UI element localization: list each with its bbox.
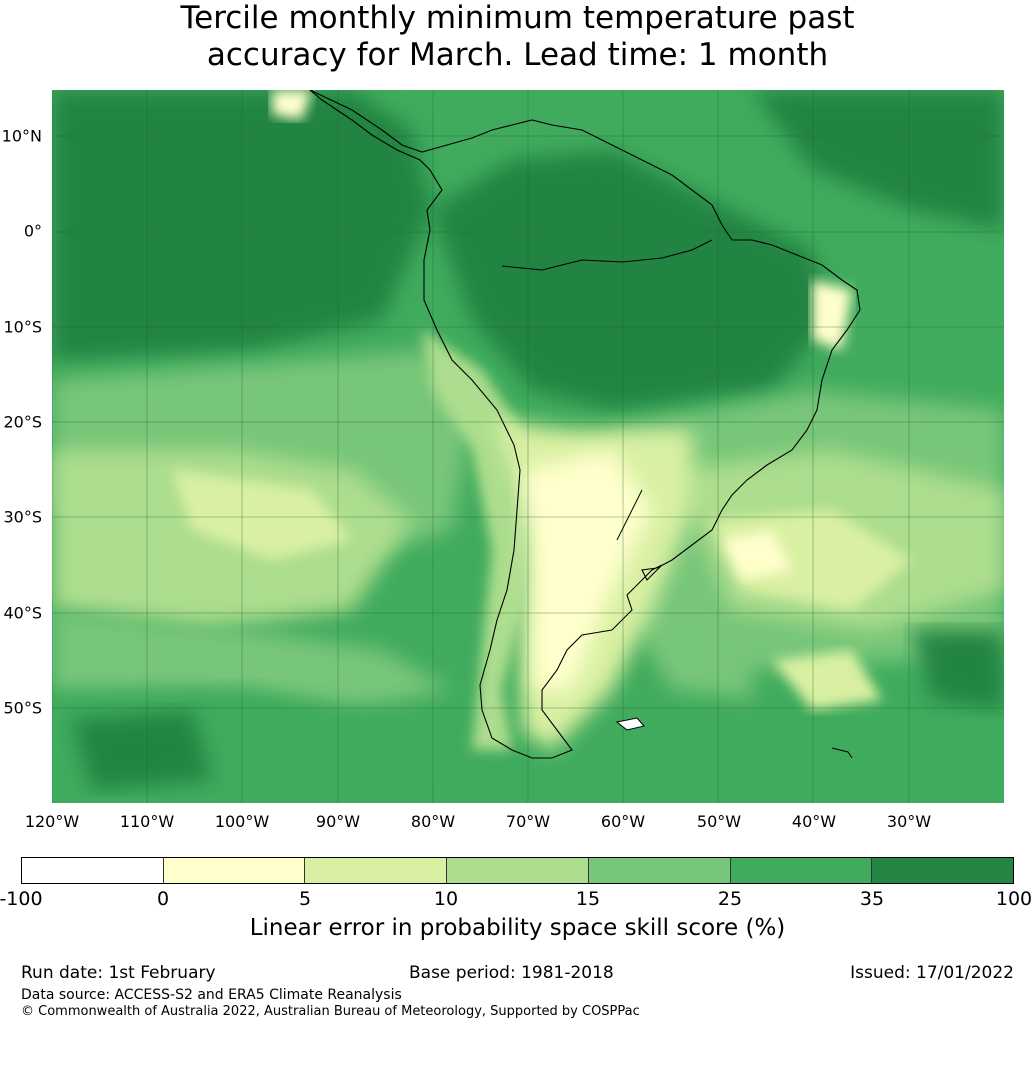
lon-label-50w: 50°W [696, 812, 742, 831]
lat-label-50s: 50°S [3, 698, 42, 718]
amazon-river [501, 239, 713, 271]
lon-label-60w: 60°W [600, 812, 646, 831]
lat-label-0: 0° [23, 221, 42, 241]
colorbar-tick-label: 5 [298, 888, 312, 910]
data-source: Data source: ACCESS-S2 and ERA5 Climate … [21, 987, 402, 1003]
lon-label-80w: 80°W [410, 812, 456, 831]
lat-label-10s: 10°S [3, 317, 42, 337]
rio-de-la-plata [616, 489, 643, 541]
issued-date: Issued: 17/01/2022 [850, 963, 1014, 983]
colorbar-segment [305, 858, 448, 883]
colorbar-tick-label: -100 [0, 888, 43, 910]
graticule [52, 90, 1004, 803]
colorbar-segment [730, 858, 873, 883]
lat-label-10n: 10°N [1, 126, 42, 146]
colorbar-tick-label: 35 [859, 888, 885, 910]
colorbar-label: Linear error in probability space skill … [249, 915, 786, 941]
lat-label-40s: 40°S [3, 603, 42, 623]
falkland-islands [615, 717, 645, 731]
colorbar-tick-label: 100 [995, 888, 1033, 910]
colorbar-segment [872, 858, 1014, 883]
colorbar-tick-label: 25 [717, 888, 743, 910]
colorbar-segment [163, 858, 306, 883]
lon-label-120w: 120°W [24, 812, 80, 831]
chart-title: Tercile monthly minimum temperature past… [0, 0, 1035, 74]
south-georgia-island [831, 747, 853, 759]
colorbar-segment [22, 858, 164, 883]
lat-label-20s: 20°S [3, 412, 42, 432]
lon-label-100w: 100°W [214, 812, 270, 831]
lon-label-110w: 110°W [119, 812, 175, 831]
lon-label-40w: 40°W [791, 812, 837, 831]
south-america-coastline [309, 90, 861, 759]
colorbar-segment [588, 858, 731, 883]
title-line-2: accuracy for March. Lead time: 1 month [206, 37, 829, 73]
skill-score-field [52, 90, 1004, 803]
title-line-1: Tercile monthly minimum temperature past [180, 0, 855, 36]
lon-label-70w: 70°W [505, 812, 551, 831]
skill-score-map [52, 90, 1004, 803]
colorbar-tick-label: 15 [575, 888, 601, 910]
colorbar-tick-label: 0 [156, 888, 170, 910]
colorbar-segment [447, 858, 589, 883]
lon-label-90w: 90°W [315, 812, 361, 831]
colorbar-tick-label: 10 [433, 888, 459, 910]
lat-label-30s: 30°S [3, 507, 42, 527]
copyright-notice: © Commonwealth of Australia 2022, Austra… [21, 1004, 640, 1019]
run-date: Run date: 1st February [21, 963, 216, 983]
colorbar [21, 857, 1014, 884]
base-period: Base period: 1981-2018 [409, 963, 614, 983]
lon-label-30w: 30°W [886, 812, 932, 831]
